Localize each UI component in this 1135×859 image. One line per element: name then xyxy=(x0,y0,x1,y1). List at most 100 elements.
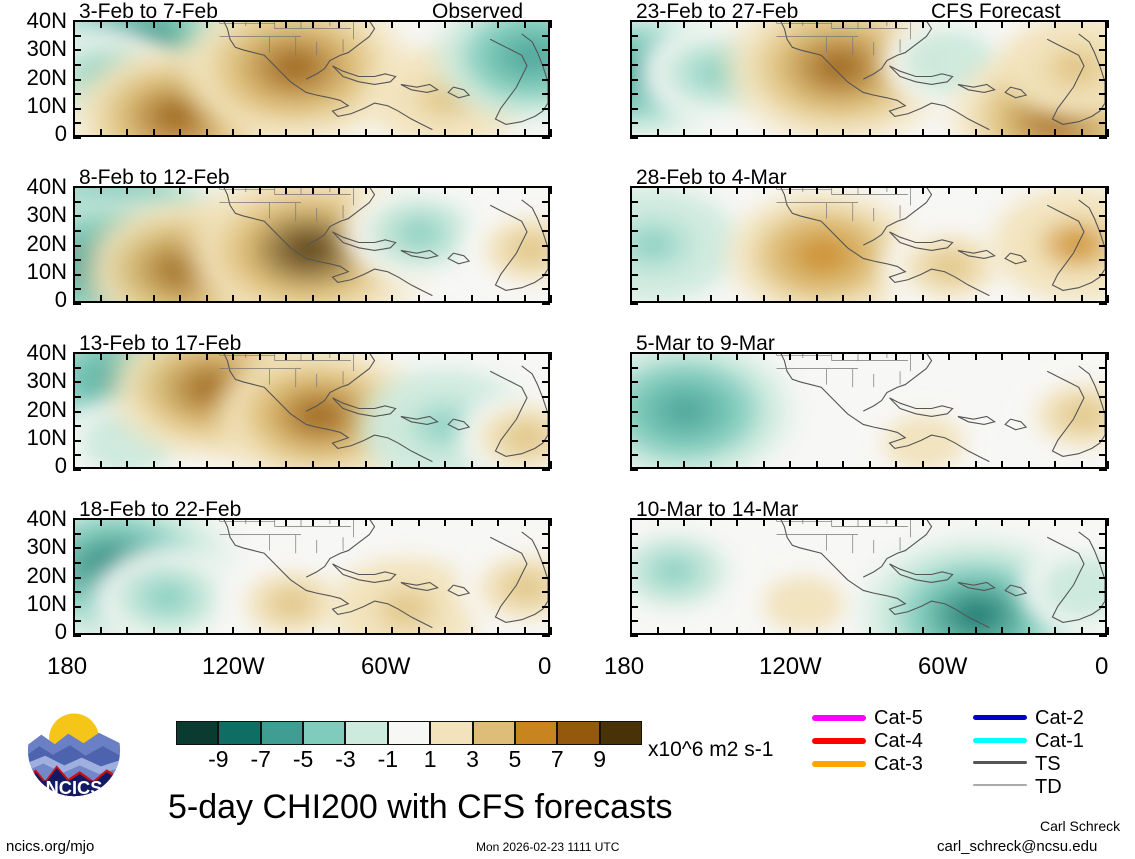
y-tick-label: 0 xyxy=(54,453,67,478)
y-tick-right xyxy=(542,469,550,471)
x-tick xyxy=(205,461,208,469)
x-tick xyxy=(948,295,950,303)
author-email[interactable]: carl_schreck@ncsu.edu xyxy=(937,838,1098,855)
x-tick xyxy=(630,627,632,635)
y-tick-right xyxy=(542,561,550,564)
x-tick-top xyxy=(338,518,340,526)
y-tick-right xyxy=(542,352,550,354)
x-tick-top xyxy=(1027,518,1030,526)
x-tick xyxy=(1080,295,1083,303)
x-tick-top xyxy=(921,352,924,360)
y-tick xyxy=(630,215,638,218)
x-tick-top xyxy=(311,186,314,194)
colorbar-segment-10 xyxy=(599,721,642,745)
y-tick-right xyxy=(1099,532,1107,535)
x-tick xyxy=(232,295,234,303)
x-tick xyxy=(815,129,818,137)
x-tick-top xyxy=(736,352,738,360)
x-tick xyxy=(338,129,340,137)
y-tick-label: 40N xyxy=(26,340,67,365)
x-tick-top xyxy=(762,20,765,28)
y-tick xyxy=(630,591,638,594)
x-tick-top xyxy=(683,186,685,194)
x-tick xyxy=(683,627,685,635)
x-tick-top xyxy=(205,352,208,360)
x-tick-top xyxy=(99,186,102,194)
y-tick xyxy=(73,34,81,37)
x-tick xyxy=(948,461,950,469)
x-tick xyxy=(470,129,473,137)
x-tick-top xyxy=(1107,518,1109,526)
site-url[interactable]: ncics.org/mjo xyxy=(6,838,95,855)
colorbar-segment-2 xyxy=(260,721,304,745)
x-tick-top xyxy=(417,518,420,526)
y-tick-right xyxy=(542,63,550,66)
x-tick-top xyxy=(232,186,234,194)
x-tick-top xyxy=(311,352,314,360)
x-tick-top xyxy=(179,352,181,360)
y-tick xyxy=(630,122,638,125)
y-tick xyxy=(73,215,81,218)
x-tick xyxy=(974,461,977,469)
x-tick-label: 180 xyxy=(604,653,645,680)
x-tick xyxy=(868,129,871,137)
x-tick xyxy=(630,461,632,469)
x-tick-top xyxy=(1107,186,1109,194)
x-tick-top xyxy=(948,186,950,194)
y-tick xyxy=(73,244,81,247)
y-tick xyxy=(73,410,81,413)
y-tick-right xyxy=(1099,635,1107,637)
x-tick xyxy=(152,295,155,303)
x-tick xyxy=(1027,129,1030,137)
y-tick xyxy=(630,366,638,369)
x-tick xyxy=(1027,295,1030,303)
colorbar-tick--1: -1 xyxy=(377,746,399,772)
colorbar-units-label: x10^6 m2 s-1 xyxy=(648,738,774,761)
x-tick xyxy=(683,295,685,303)
x-tick xyxy=(656,295,659,303)
x-tick-top xyxy=(99,20,102,28)
x-tick xyxy=(762,461,765,469)
x-tick-top xyxy=(974,352,977,360)
x-tick xyxy=(656,129,659,137)
y-tick xyxy=(630,439,638,442)
x-tick xyxy=(497,129,499,137)
y-tick-right xyxy=(1099,200,1107,203)
x-tick-label: 60W xyxy=(918,653,968,680)
y-tick-right xyxy=(1099,122,1107,125)
y-tick xyxy=(630,259,638,262)
y-tick xyxy=(73,454,81,457)
y-tick xyxy=(630,635,638,637)
y-tick-label: 10N xyxy=(26,92,67,118)
x-tick xyxy=(205,129,208,137)
legend-line-cat-4 xyxy=(812,738,866,744)
y-tick xyxy=(73,439,81,442)
x-tick-top xyxy=(444,186,446,194)
y-tick xyxy=(73,547,81,550)
x-tick-top xyxy=(789,352,791,360)
x-tick-top xyxy=(417,352,420,360)
y-tick-label: 40N xyxy=(26,506,67,531)
y-tick xyxy=(630,605,638,608)
y-tick xyxy=(73,107,81,110)
x-tick xyxy=(285,627,287,635)
x-tick-top xyxy=(550,352,552,360)
y-tick-label: 30N xyxy=(26,202,67,228)
x-tick-top xyxy=(895,352,897,360)
y-tick xyxy=(73,122,81,125)
x-tick xyxy=(126,627,128,635)
colorbar-tick-1: 1 xyxy=(423,746,437,772)
x-tick-top xyxy=(709,186,712,194)
y-tick-right xyxy=(542,518,550,520)
x-tick-top xyxy=(630,20,632,28)
x-tick-top xyxy=(921,518,924,526)
y-tick xyxy=(630,288,638,291)
y-tick xyxy=(630,78,638,81)
y-tick-right xyxy=(1099,352,1107,354)
x-tick xyxy=(1080,129,1083,137)
x-tick-top xyxy=(762,518,765,526)
colorbar-segment-8 xyxy=(514,721,558,745)
x-tick-top xyxy=(391,186,393,194)
y-tick-right xyxy=(1099,620,1107,623)
y-tick-right xyxy=(1099,591,1107,594)
